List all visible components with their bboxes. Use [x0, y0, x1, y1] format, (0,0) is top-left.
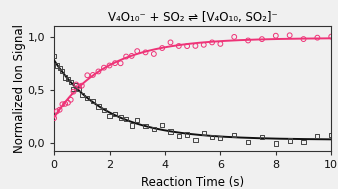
Point: [129, 54, 135, 57]
Point: [71, 90, 76, 93]
Point: [107, 114, 112, 117]
Point: [68, 98, 73, 101]
Point: [185, 45, 190, 48]
Point: [193, 44, 198, 47]
Point: [329, 35, 334, 38]
Point: [287, 34, 292, 37]
Point: [57, 67, 62, 70]
Point: [245, 140, 251, 143]
Point: [176, 134, 182, 137]
Point: [118, 116, 123, 119]
Point: [209, 41, 215, 44]
Point: [76, 88, 82, 91]
Point: [60, 70, 65, 73]
Point: [151, 128, 156, 131]
Point: [193, 138, 198, 141]
Point: [123, 118, 129, 121]
Point: [209, 135, 215, 138]
Point: [135, 50, 140, 53]
Point: [168, 130, 173, 133]
Point: [259, 38, 265, 41]
Point: [68, 81, 73, 84]
Point: [176, 44, 182, 47]
Point: [160, 46, 165, 50]
Point: [54, 64, 59, 67]
Point: [185, 133, 190, 136]
Point: [96, 105, 101, 108]
Point: [143, 124, 148, 127]
Title: V₄O₁₀⁻ + SO₂ ⇌ [V₄O₁₀, SO₂]⁻: V₄O₁₀⁻ + SO₂ ⇌ [V₄O₁₀, SO₂]⁻: [108, 11, 277, 24]
Point: [107, 64, 112, 67]
Point: [315, 134, 320, 137]
Y-axis label: Normalized Ion Signal: Normalized Ion Signal: [13, 24, 26, 153]
Point: [201, 43, 207, 46]
Point: [287, 139, 292, 142]
Point: [57, 108, 62, 111]
Point: [135, 119, 140, 122]
Point: [118, 62, 123, 65]
Point: [232, 133, 237, 136]
Point: [74, 84, 79, 87]
Point: [218, 42, 223, 45]
Point: [54, 110, 59, 113]
Point: [245, 39, 251, 42]
Point: [123, 55, 129, 58]
Point: [232, 35, 237, 38]
Point: [329, 134, 334, 137]
Point: [84, 74, 90, 77]
Point: [218, 137, 223, 140]
Point: [143, 51, 148, 54]
Point: [112, 112, 118, 115]
Point: [160, 124, 165, 127]
Point: [90, 74, 96, 77]
Point: [63, 76, 68, 79]
Point: [79, 84, 84, 87]
Point: [74, 83, 79, 86]
X-axis label: Reaction Time (s): Reaction Time (s): [141, 176, 244, 189]
Point: [101, 66, 107, 69]
Point: [168, 41, 173, 44]
Point: [51, 55, 57, 58]
Point: [60, 103, 65, 106]
Point: [129, 124, 135, 127]
Point: [301, 38, 306, 41]
Point: [65, 101, 71, 104]
Point: [273, 34, 279, 37]
Point: [76, 85, 82, 88]
Point: [79, 93, 84, 96]
Point: [84, 97, 90, 100]
Point: [151, 52, 156, 55]
Point: [63, 102, 68, 105]
Point: [90, 99, 96, 102]
Point: [201, 131, 207, 134]
Point: [65, 77, 71, 81]
Point: [112, 62, 118, 65]
Point: [259, 136, 265, 139]
Point: [315, 36, 320, 39]
Point: [71, 88, 76, 91]
Point: [101, 108, 107, 112]
Point: [273, 142, 279, 145]
Point: [301, 140, 306, 143]
Point: [51, 117, 57, 120]
Point: [96, 70, 101, 73]
